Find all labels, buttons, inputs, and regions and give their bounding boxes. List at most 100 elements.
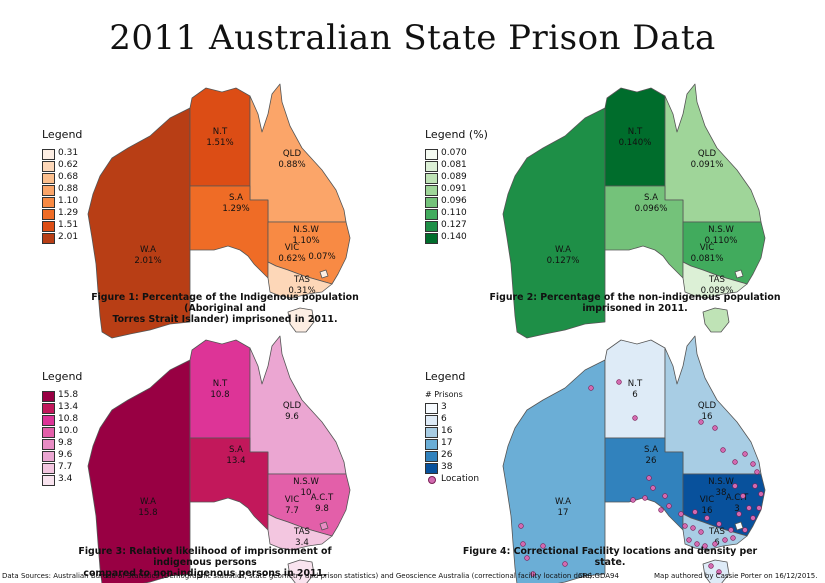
prison-location-point — [662, 493, 668, 499]
legend-label: 3.4 — [58, 474, 73, 484]
legend-title: Legend (%) — [425, 128, 488, 141]
state-wa-region — [502, 107, 606, 339]
legend-label: 0.096 — [441, 196, 467, 206]
state-sa-value: 26 — [646, 456, 657, 466]
legend-entry: 7.7 — [42, 462, 132, 474]
prison-location-point — [754, 469, 760, 475]
state-nt-region — [604, 339, 666, 439]
legend-swatch — [42, 475, 55, 486]
legend-entry: 15.8 — [42, 390, 132, 402]
legend-label: 10.8 — [58, 414, 79, 424]
prison-location-point — [540, 543, 546, 549]
prison-location-point — [736, 511, 742, 517]
state-qld-value: 16 — [702, 412, 713, 422]
state-sa-value: 0.096% — [635, 204, 668, 214]
legend-entry: 0.31 — [42, 148, 132, 160]
state-nt-value: 6 — [632, 390, 637, 400]
state-act-value: 0.07% — [308, 252, 335, 262]
caption-line: Figure 1: Percentage of the Indigenous p… — [91, 292, 359, 314]
state-nsw-name: N.S.W — [293, 477, 319, 487]
location-dot-icon — [428, 476, 436, 484]
prison-location-point — [712, 425, 718, 431]
legend-entry: 0.68 — [42, 172, 132, 184]
legend-swatch — [425, 209, 438, 220]
legend-title: Legend — [42, 128, 83, 141]
legend-entry: 0.081 — [425, 160, 515, 172]
state-wa-value: 17 — [558, 508, 569, 518]
legend-entry: 0.88 — [42, 184, 132, 196]
legend-label: 0.110 — [441, 208, 467, 218]
legend-label: 1.10 — [58, 196, 79, 206]
legend-3: Legend 15.8 13.4 10.8 10.0 9.8 9.6 7.7 3.4 — [42, 370, 122, 570]
legend-entry: 26 — [425, 450, 515, 462]
prison-location-point — [702, 543, 708, 549]
state-act-region — [734, 269, 744, 279]
caption-line: Torres Strait Islander) imprisoned in 20… — [112, 314, 338, 325]
legend-entry: 0.091 — [425, 184, 515, 196]
prison-location-point — [750, 515, 756, 521]
map-panel-3: W.A 15.8 N.T 10.8 QLD 9.6 S.A 13.4 N.S.W 10 VIC 7.7… — [0, 330, 410, 583]
prison-location-point — [758, 491, 764, 497]
prison-location-point — [698, 529, 704, 535]
legend-label: 0.62 — [58, 160, 79, 170]
legend-swatch — [42, 161, 55, 172]
prison-location-point — [732, 459, 738, 465]
prison-location-point — [756, 505, 762, 511]
legend-label: 0.140 — [441, 232, 467, 242]
legend-swatch — [425, 173, 438, 184]
state-sa-name: S.A — [644, 193, 658, 203]
state-wa-region — [87, 359, 191, 583]
page-title: 2011 Australian State Prison Data — [109, 18, 716, 58]
legend-swatch — [42, 185, 55, 196]
legend-label: 10.0 — [58, 426, 79, 436]
legend-label: 2.01 — [58, 232, 79, 242]
legend-entry: 1.10 — [42, 196, 132, 208]
prison-location-point — [716, 569, 722, 575]
state-act-value: 9.8 — [315, 504, 329, 514]
legend-swatch — [425, 463, 438, 474]
state-vic-region — [682, 261, 748, 299]
prison-location-point — [750, 461, 756, 467]
prison-location-point — [520, 541, 526, 547]
legend-label: 0.081 — [441, 160, 467, 170]
legend-swatch — [425, 439, 438, 450]
prison-location-point — [742, 527, 748, 533]
state-act-region — [734, 521, 744, 531]
legend-label: 15.8 — [58, 390, 79, 400]
legend-label: 0.089 — [441, 172, 467, 182]
figure-caption-1: Figure 1: Percentage of the Indigenous p… — [75, 292, 375, 325]
prison-location-point — [742, 451, 748, 457]
state-tas-value: 0.089% — [701, 286, 734, 296]
state-vic-region — [267, 513, 333, 551]
legend-subtitle: # Prisons — [425, 390, 463, 399]
australia-map-4: W.A17N.T6QLD16S.A26N.S.W38VIC16A.C.T3TAS… — [502, 335, 766, 583]
legend-label: 0.31 — [58, 148, 79, 158]
state-qld-name: QLD — [698, 401, 717, 411]
state-nsw-name: N.S.W — [293, 225, 319, 235]
legend-swatch — [42, 403, 55, 414]
prison-location-point — [746, 505, 752, 511]
state-sa-value: 13.4 — [226, 456, 245, 466]
state-act-name: A.C.T — [311, 493, 334, 503]
state-wa-value: 0.127% — [547, 256, 580, 266]
legend-swatch — [42, 233, 55, 244]
legend-entry: 6 — [425, 414, 515, 426]
state-sa-value: 1.29% — [222, 204, 249, 214]
state-nt-name: N.T — [628, 379, 643, 389]
legend-entry: 9.6 — [42, 450, 132, 462]
state-nt-name: N.T — [213, 127, 228, 137]
legend-entry: 16 — [425, 426, 515, 438]
state-qld-value: 0.88% — [278, 160, 305, 170]
legend-label: 3 — [441, 402, 447, 412]
state-tas-region — [287, 559, 315, 583]
legend-label: 38 — [441, 462, 453, 472]
prison-location-point — [642, 495, 648, 501]
state-nsw-name: N.S.W — [708, 225, 734, 235]
state-nsw-value: 38 — [716, 488, 727, 498]
legend-swatch — [425, 427, 438, 438]
state-vic-name: VIC — [700, 495, 714, 505]
prison-location-point — [732, 483, 738, 489]
prison-location-point — [518, 523, 524, 529]
